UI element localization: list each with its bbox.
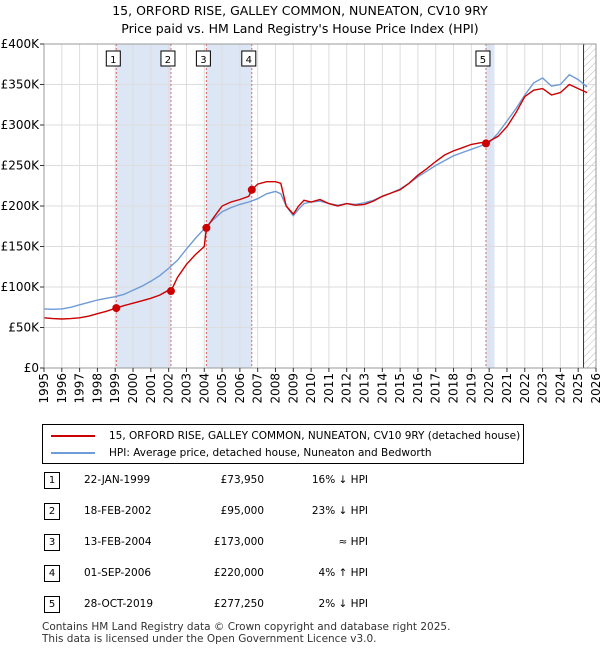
sale-marker-box (195, 50, 211, 67)
sale-marker-label: 2 (165, 55, 171, 66)
legend: 15, ORFORD RISE, GALLEY COMMON, NUNEATON… (42, 424, 524, 464)
legend-item-hpi: HPI: Average price, detached house, Nune… (51, 445, 431, 461)
sale-marker-box (105, 50, 121, 67)
legend-hpi-label: HPI: Average price, detached house, Nune… (109, 447, 432, 459)
hpi-line (43, 73, 588, 311)
x-tick-label: 2023 (536, 373, 550, 404)
y-tick-label: £0 (24, 361, 39, 375)
x-tick-label: 2002 (162, 373, 176, 404)
transaction-number: 5 (44, 596, 60, 613)
y-tick-label: £300K (1, 118, 41, 132)
sale-marker-1: 1 (105, 50, 121, 67)
x-tick-label: 2013 (358, 373, 372, 404)
x-tick-label: 2022 (518, 373, 532, 404)
sale-point-1 (112, 304, 121, 313)
footer-copyright: Contains HM Land Registry data © Crown c… (42, 621, 451, 633)
x-tick-label: 2021 (500, 373, 514, 404)
transaction-date: 22-JAN-1999 (84, 474, 151, 486)
x-tick-label: 2006 (233, 373, 247, 404)
transaction-hpi-diff: 16% ↓ HPI (311, 474, 368, 486)
x-tick-label: 2005 (215, 373, 229, 404)
transaction-price: £95,000 (220, 505, 264, 517)
table-row: 4 01-SEP-2006 £220,000 4% ↑ HPI (42, 565, 542, 583)
chart-subtitle: Price paid vs. HM Land Registry's House … (121, 21, 479, 36)
x-tick-label: 2012 (340, 373, 354, 404)
transaction-price: £173,000 (213, 536, 264, 548)
x-tick-label: 2008 (268, 373, 282, 404)
x-tick-label: 1999 (108, 373, 122, 404)
y-tick-label: £50K (8, 321, 40, 335)
transaction-number: 2 (44, 503, 60, 520)
x-tick-label: 2007 (251, 373, 265, 404)
transaction-hpi-diff: 2% ↓ HPI (318, 598, 368, 610)
transaction-date: 28-OCT-2019 (84, 598, 153, 610)
legend-property-label: 15, ORFORD RISE, GALLEY COMMON, NUNEATON… (109, 430, 521, 442)
x-tick-label: 2024 (553, 373, 567, 404)
transaction-date: 01-SEP-2006 (84, 567, 152, 579)
sale-point-2 (166, 287, 175, 296)
legend-hpi-swatch (51, 452, 95, 454)
sale-marker-4: 4 (241, 50, 257, 67)
sale-marker-2: 2 (160, 50, 176, 67)
transaction-number: 4 (44, 565, 60, 582)
table-row: 3 13-FEB-2004 £173,000 ≈ HPI (42, 534, 542, 552)
footer-licence: This data is licensed under the Open Gov… (42, 633, 377, 645)
sale-marker-3: 3 (195, 50, 211, 67)
table-row: 1 22-JAN-1999 £73,950 16% ↓ HPI (42, 472, 542, 490)
x-tick-label: 2011 (322, 373, 336, 404)
x-tick-label: 2004 (197, 373, 211, 404)
legend-property-swatch (51, 435, 95, 437)
x-tick-label: 2014 (375, 373, 389, 404)
x-tick-label: 2018 (447, 373, 461, 404)
sale-marker-5: 5 (475, 50, 491, 67)
table-row: 5 28-OCT-2019 £277,250 2% ↓ HPI (42, 596, 542, 614)
transaction-date: 13-FEB-2004 (84, 536, 152, 548)
legend-item-property: 15, ORFORD RISE, GALLEY COMMON, NUNEATON… (51, 428, 520, 444)
sale-marker-label: 1 (110, 55, 116, 66)
y-tick-label: £350K (1, 78, 41, 92)
transaction-hpi-diff: 23% ↓ HPI (311, 505, 368, 517)
sale-point-3 (202, 223, 211, 232)
x-tick-label: 2017 (429, 373, 443, 404)
x-tick-label: 2025 (571, 373, 585, 404)
y-tick-label: £200K (1, 199, 41, 213)
sale-marker-label: 4 (246, 55, 252, 66)
transaction-number: 1 (44, 472, 60, 489)
x-tick-label: 2010 (304, 373, 318, 404)
x-tick-label: 2009 (286, 373, 300, 404)
x-tick-label: 2016 (411, 373, 425, 404)
sale-point-4 (247, 185, 256, 194)
x-tick-label: 2000 (126, 373, 140, 404)
transaction-price: £277,250 (213, 598, 264, 610)
x-tick-label: 2015 (393, 373, 407, 404)
x-tick-label: 1995 (37, 373, 51, 404)
price-chart: 1 2 3 4 5 £0 £50K £100K £150K £200K £250K £300K £35… (1, 37, 600, 404)
transaction-date: 18-FEB-2002 (84, 505, 152, 517)
y-tick-label: £100K (1, 280, 41, 294)
sale-marker-box (241, 50, 257, 67)
y-tick-label: £400K (1, 37, 41, 51)
sale-marker-label: 3 (200, 55, 206, 66)
transaction-price: £73,950 (220, 474, 264, 486)
x-tick-label: 2003 (179, 373, 193, 404)
x-tick-label: 2019 (464, 373, 478, 404)
sale-marker-label: 5 (480, 55, 486, 66)
sale-point-5 (481, 139, 490, 148)
chart-title: 15, ORFORD RISE, GALLEY COMMON, NUNEATON… (112, 3, 488, 18)
transaction-hpi-diff: 4% ↑ HPI (318, 567, 368, 579)
table-row: 2 18-FEB-2002 £95,000 23% ↓ HPI (42, 503, 542, 521)
transaction-number: 3 (44, 534, 60, 551)
transaction-hpi-diff: ≈ HPI (338, 536, 368, 548)
x-tick-label: 2026 (589, 373, 600, 404)
x-tick-label: 1996 (55, 373, 69, 404)
y-tick-label: £250K (1, 159, 41, 173)
x-tick-label: 2001 (144, 373, 158, 404)
sale-marker-box (475, 50, 491, 67)
y-tick-label: £150K (1, 240, 41, 254)
sale-marker-box (160, 50, 176, 67)
x-tick-label: 1998 (90, 373, 104, 404)
x-tick-label: 2020 (482, 373, 496, 404)
transaction-price: £220,000 (213, 567, 264, 579)
x-tick-label: 1997 (73, 373, 87, 404)
